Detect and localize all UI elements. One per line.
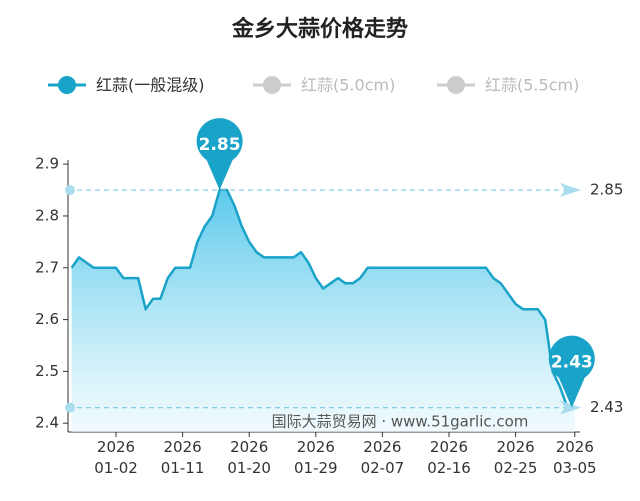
- reference-label: 2.43: [590, 398, 623, 416]
- chart-title: 金乡大蒜价格走势: [231, 16, 408, 42]
- area: [71, 190, 575, 432]
- y-tick-label: 2.6: [35, 310, 59, 328]
- x-tick-label: 2026 01-02: [94, 438, 138, 477]
- pin-marker: [196, 118, 243, 191]
- pin-marker: [548, 335, 595, 408]
- x-tick-label: 2026 01-29: [294, 438, 338, 477]
- y-tick-label: 2.8: [35, 206, 59, 224]
- x-tick-label: 2026 02-25: [494, 438, 538, 477]
- legend-label: 红蒜(一般混级): [96, 76, 205, 95]
- legend-icon: [447, 76, 465, 94]
- y-tick-label: 2.5: [35, 362, 59, 380]
- watermark: 国际大蒜贸易网 · www.51garlic.com: [272, 413, 529, 431]
- reference-arrow: [560, 183, 581, 198]
- reference-dot: [65, 185, 75, 196]
- legend-label: 红蒜(5.5cm): [485, 76, 579, 95]
- x-tick-label: 2026 03-05: [553, 438, 597, 477]
- pin-label: 2.85: [199, 135, 241, 155]
- legend-label: 红蒜(5.0cm): [301, 76, 395, 95]
- legend-icon: [58, 76, 76, 94]
- x-tick-label: 2026 02-07: [361, 438, 405, 477]
- y-tick-label: 2.7: [35, 258, 59, 276]
- reference-arrow: [560, 400, 581, 415]
- x-tick-label: 2026 02-16: [427, 438, 471, 477]
- x-tick-label: 2026 01-11: [161, 438, 205, 477]
- x-tick-label: 2026 01-20: [227, 438, 271, 477]
- reference-label: 2.85: [590, 181, 623, 199]
- line: [70, 188, 575, 409]
- pin-label: 2.43: [551, 353, 593, 373]
- legend-icon: [263, 76, 281, 94]
- y-tick-label: 2.9: [35, 155, 59, 173]
- reference-dot: [65, 402, 75, 413]
- y-tick-label: 2.4: [35, 414, 59, 432]
